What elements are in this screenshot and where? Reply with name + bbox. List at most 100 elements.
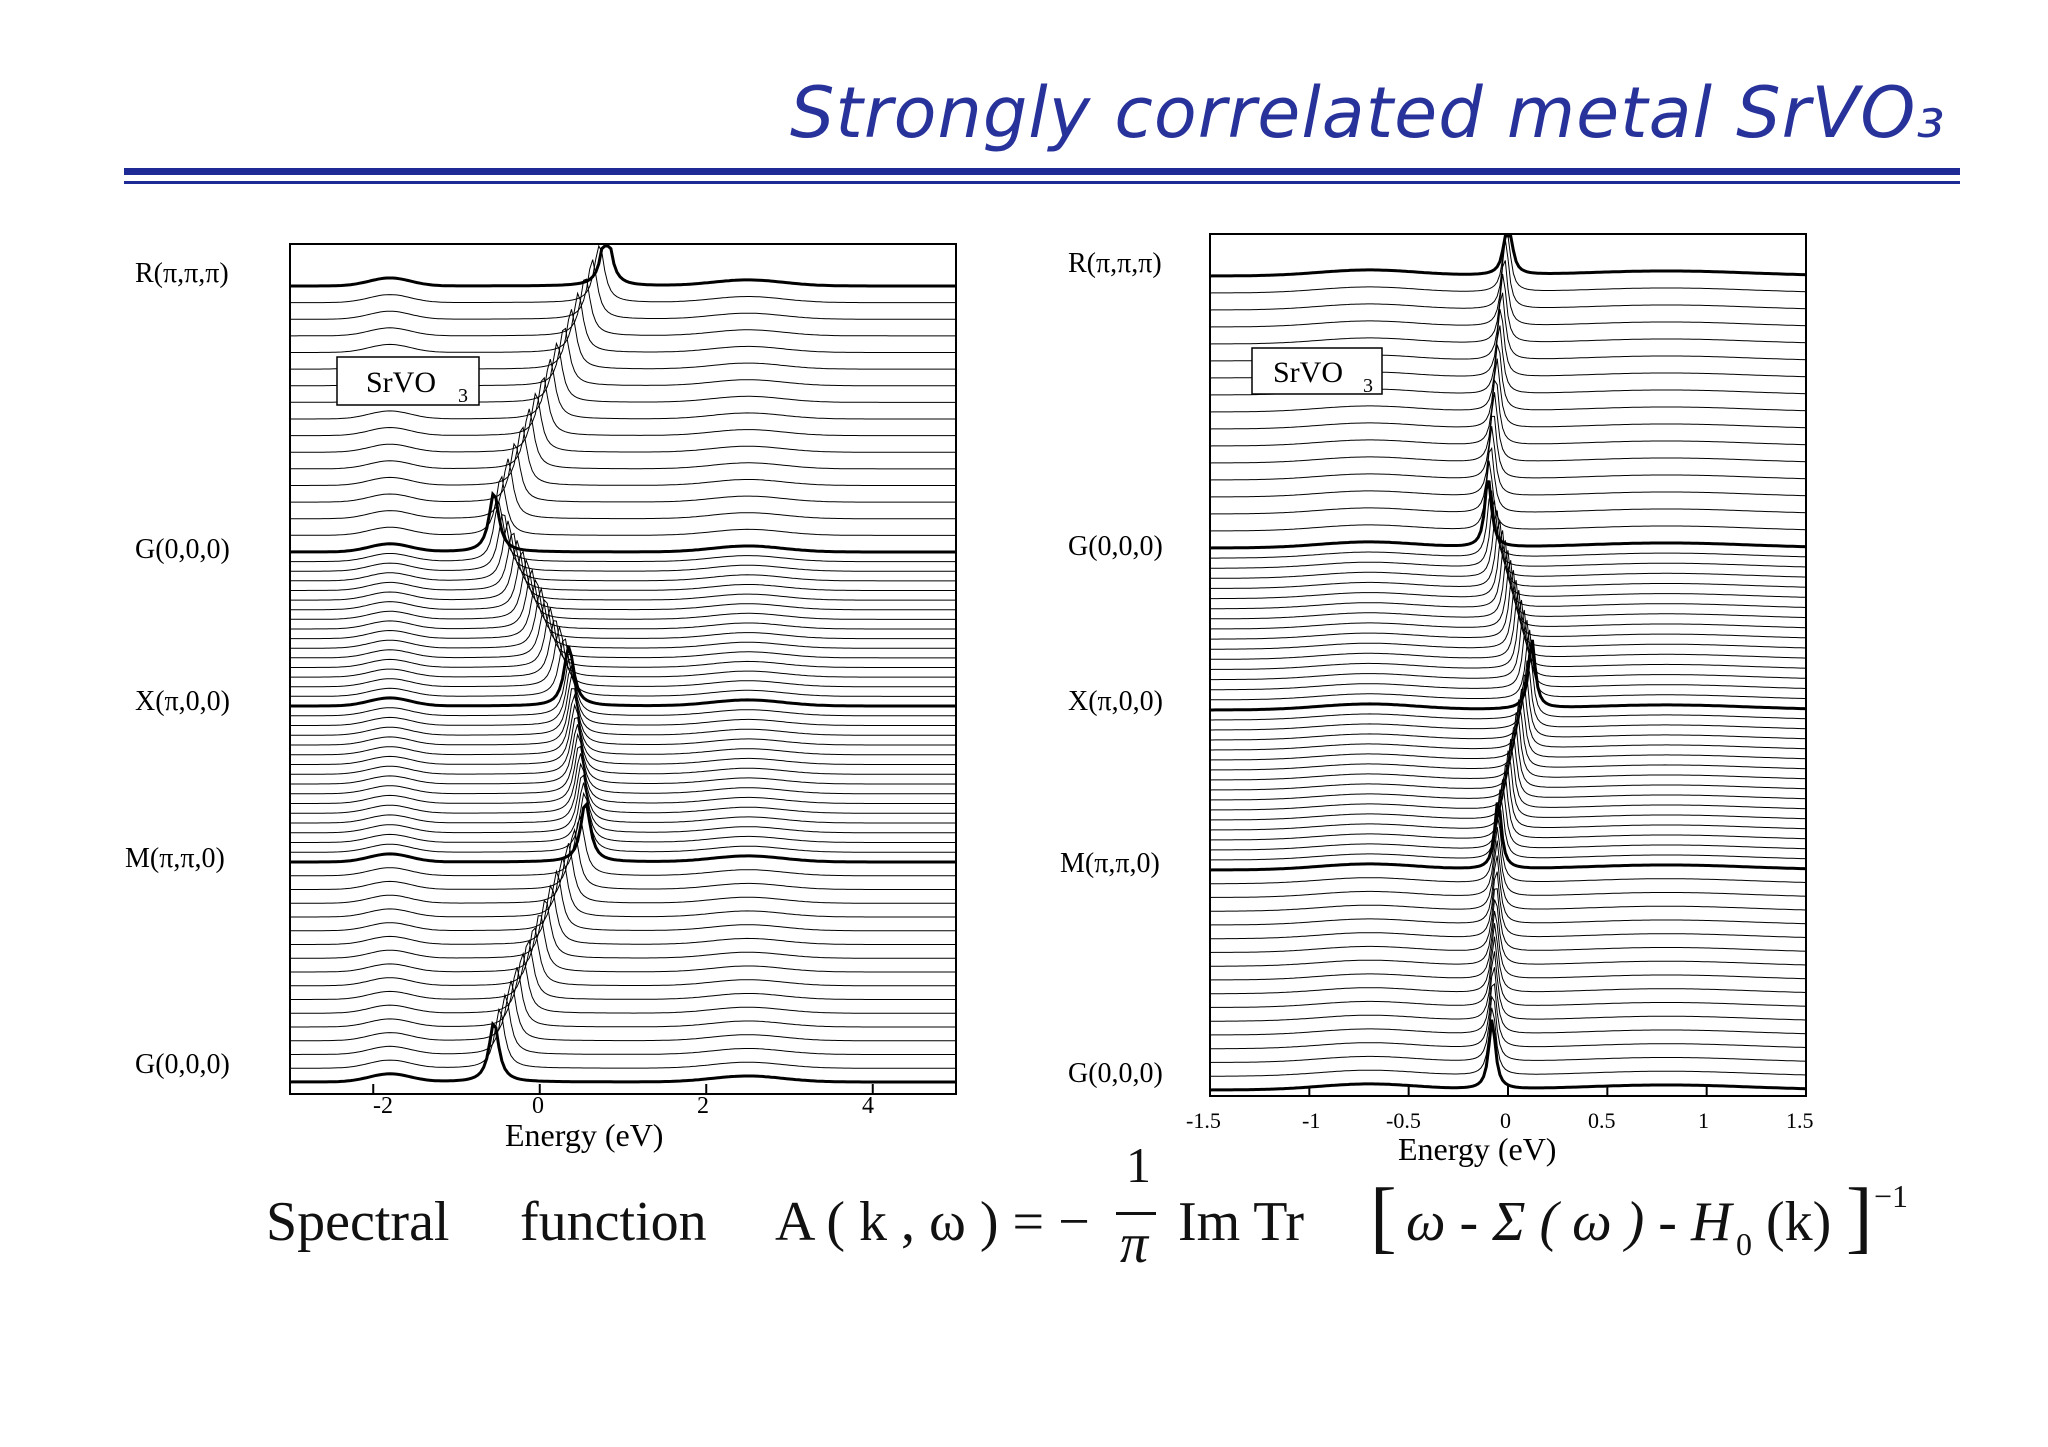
left-kpoint-label-4: G(0,0,0) bbox=[135, 1049, 230, 1080]
left-x-axis-label: Energy (eV) bbox=[505, 1117, 663, 1153]
spectral-line bbox=[1209, 426, 1807, 498]
right-chart: SrVO 3 R(π,π,π) G(0,0,0) X(π,0,0) M(π,π,… bbox=[1060, 233, 1814, 1167]
spectral-line bbox=[290, 703, 956, 765]
spectral-line bbox=[290, 513, 956, 572]
spectral-line bbox=[1209, 358, 1807, 430]
formula-fraction-bar bbox=[1116, 1212, 1156, 1215]
spectral-line bbox=[1210, 923, 1807, 995]
spectral-line bbox=[1209, 995, 1807, 1063]
spectral-line bbox=[290, 869, 956, 932]
spectral-line bbox=[290, 520, 956, 582]
spectral-line bbox=[289, 490, 956, 554]
spectral-line bbox=[290, 827, 956, 890]
spectral-line bbox=[290, 426, 956, 486]
spectral-line bbox=[290, 856, 956, 918]
right-xtick-label-3: 0 bbox=[1500, 1108, 1511, 1133]
right-inset-label: SrVO bbox=[1273, 356, 1343, 389]
formula-operator: Im Tr bbox=[1178, 1191, 1305, 1253]
left-xtick-label-0: -2 bbox=[373, 1093, 393, 1119]
spectral-line bbox=[1210, 1007, 1807, 1077]
right-kpoint-label-2: X(π,0,0) bbox=[1068, 686, 1163, 717]
spectral-line bbox=[290, 815, 956, 877]
formula-argument: (k) bbox=[1766, 1191, 1832, 1253]
spectral-line bbox=[1210, 629, 1807, 701]
formula-bracket-open: [ bbox=[1370, 1173, 1397, 1261]
spectral-line bbox=[290, 658, 956, 717]
spectral-line bbox=[1210, 674, 1807, 741]
spectral-line bbox=[290, 244, 956, 304]
spectral-line bbox=[1210, 609, 1806, 681]
right-xtick-label-0: -1.5 bbox=[1186, 1108, 1221, 1133]
spectral-line bbox=[290, 620, 956, 678]
right-inset-subscript: 3 bbox=[1363, 375, 1373, 397]
spectral-line bbox=[1209, 344, 1807, 413]
right-xtick-label-5: 1 bbox=[1698, 1108, 1709, 1133]
spectral-line bbox=[1210, 589, 1807, 660]
left-spectral-lines bbox=[289, 244, 956, 1084]
spectral-line bbox=[1209, 910, 1807, 981]
right-xtick-label-4: 0.5 bbox=[1588, 1108, 1616, 1133]
spectral-line bbox=[1209, 967, 1807, 1036]
left-kpoint-label-2: X(π,0,0) bbox=[135, 686, 230, 717]
formula-label-spectral: Spectral bbox=[266, 1191, 450, 1253]
left-inset-subscript: 3 bbox=[458, 385, 468, 407]
left-xtick-label-2: 2 bbox=[697, 1093, 709, 1119]
formula-label-function: function bbox=[520, 1191, 707, 1253]
spectral-line bbox=[290, 586, 956, 649]
spectral-line bbox=[1210, 530, 1806, 600]
spectral-line bbox=[1209, 855, 1807, 926]
right-kpoint-label-0: R(π,π,π) bbox=[1068, 248, 1162, 279]
spectral-line bbox=[290, 791, 956, 853]
spectral-line bbox=[290, 475, 956, 536]
spectral-line bbox=[290, 951, 956, 1014]
spectral-line bbox=[290, 458, 956, 520]
spectral-line bbox=[1210, 681, 1807, 751]
spectral-line bbox=[290, 645, 956, 708]
spectral-line bbox=[1209, 239, 1807, 311]
spectral-line bbox=[290, 939, 956, 1000]
title-rule-thin bbox=[124, 181, 1960, 184]
spectral-line bbox=[290, 980, 956, 1042]
spectral-line bbox=[290, 724, 956, 785]
spectral-line bbox=[290, 638, 956, 697]
spectral-line bbox=[290, 753, 956, 814]
spectral-line bbox=[290, 532, 956, 591]
spectral-line bbox=[1210, 648, 1807, 721]
spectral-line bbox=[1210, 579, 1807, 650]
spectral-function-formula: Spectral function A ( k , ω ) = − 1 π Im… bbox=[260, 1137, 1960, 1300]
spectral-line bbox=[290, 358, 956, 420]
spectral-line bbox=[1209, 764, 1807, 831]
right-x-axis-label: Energy (eV) bbox=[1398, 1131, 1556, 1167]
spectral-line bbox=[1210, 540, 1807, 610]
spectral-line bbox=[290, 927, 956, 987]
spectral-line bbox=[290, 966, 956, 1028]
formula-numerator: 1 bbox=[1126, 1137, 1151, 1193]
spectral-line bbox=[1209, 772, 1807, 841]
formula-bracket-close: ] bbox=[1846, 1173, 1873, 1261]
slide-title: Strongly correlated metal SrVO₃ bbox=[790, 72, 1946, 154]
title-rule-thick bbox=[124, 168, 1960, 175]
spectral-line bbox=[290, 442, 956, 503]
left-kpoint-label-1: G(0,0,0) bbox=[135, 534, 230, 565]
spectral-line bbox=[1209, 460, 1807, 532]
spectral-line bbox=[1209, 260, 1807, 328]
spectral-line bbox=[290, 558, 956, 620]
spectral-line bbox=[290, 550, 956, 611]
spectral-line bbox=[290, 782, 956, 843]
spectral-line bbox=[290, 259, 956, 320]
left-inset-label: SrVO bbox=[366, 366, 436, 399]
formula-lhs: A ( k , ω ) = − bbox=[775, 1191, 1090, 1253]
spectral-line bbox=[290, 762, 956, 824]
left-xtick-label-3: 4 bbox=[862, 1093, 874, 1119]
spectral-line bbox=[290, 732, 956, 795]
spectral-line bbox=[290, 408, 956, 470]
spectral-line bbox=[1209, 235, 1807, 294]
left-xtick-label-1: 0 bbox=[532, 1093, 544, 1119]
spectral-line bbox=[290, 291, 956, 353]
spectral-line bbox=[290, 599, 956, 659]
formula-superscript: −1 bbox=[1874, 1178, 1909, 1214]
left-inset-box: SrVO 3 bbox=[336, 356, 480, 407]
right-xtick-label-1: -1 bbox=[1302, 1108, 1320, 1133]
spectral-line bbox=[290, 800, 956, 864]
